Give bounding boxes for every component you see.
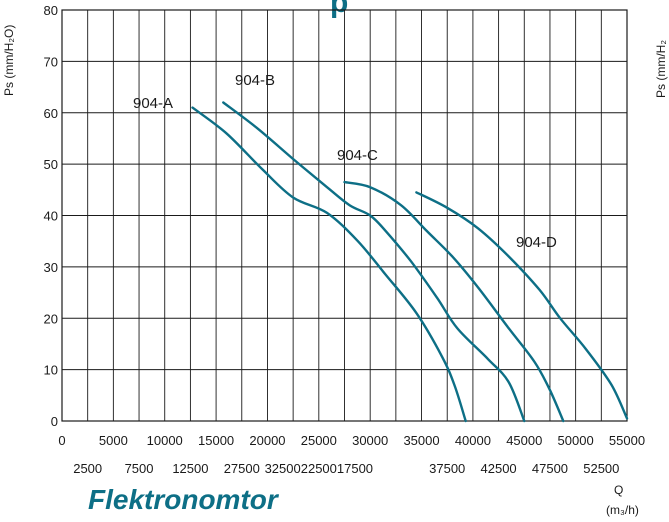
x-tick-label-major: 5000 — [99, 433, 128, 448]
series-label-904-a: 904-A — [133, 95, 173, 112]
y-axis-label-right: Ps (mm/H₂ — [654, 40, 668, 98]
x-tick-label-major: 25000 — [301, 433, 337, 448]
footer-fragment: Flektronomtor — [88, 484, 278, 515]
plot-frame — [61, 9, 628, 422]
y-tick-labels: 0 10 20 30 40 50 60 70 80 — [44, 3, 58, 429]
curves — [191, 101, 629, 423]
curve-904-b — [222, 101, 526, 423]
curve-904-c — [343, 180, 565, 423]
x-tick-label-major: 0 — [58, 433, 65, 448]
y-tick-label: 50 — [44, 157, 58, 172]
x-tick-label-major: 35000 — [403, 433, 439, 448]
x-tick-label-minor: 47500 — [532, 461, 568, 476]
x-tick-label-major: 40000 — [455, 433, 491, 448]
x-tick-label-minor: 325002250017500 — [265, 461, 373, 476]
series-label-904-c: 904-C — [337, 147, 378, 164]
grid — [62, 10, 627, 421]
x-tick-label-major: 50000 — [558, 433, 594, 448]
y-axis-label: Ps (mm/H₂O) — [2, 25, 16, 96]
x-tick-label-major: 45000 — [506, 433, 542, 448]
curve-904-a — [191, 106, 467, 423]
x-tick-label-major: 55000 — [609, 433, 645, 448]
y-tick-label: 20 — [44, 311, 58, 326]
y-tick-label: 10 — [44, 363, 58, 378]
x-tick-label-major: 30000 — [352, 433, 388, 448]
series-label-904-d: 904-D — [516, 234, 557, 251]
y-tick-label: 30 — [44, 260, 58, 275]
series-label-904-b: 904-B — [235, 72, 275, 89]
y-tick-label: 70 — [44, 54, 58, 69]
y-tick-label: 0 — [51, 414, 58, 429]
x-tick-label-minor: 7500 — [125, 461, 154, 476]
x-tick-label-major: 10000 — [147, 433, 183, 448]
x-tick-label-minor: 37500 — [429, 461, 465, 476]
curve-904-d — [415, 191, 629, 420]
y-tick-label: 80 — [44, 3, 58, 18]
series-labels: 904-A 904-B 904-C 904-D — [133, 72, 557, 251]
x-tick-label-minor: 27500 — [224, 461, 260, 476]
x-axis-unit: (m₃/h) — [606, 503, 639, 517]
x-tick-label-minor: 52500 — [583, 461, 619, 476]
x-axis-label: Q — [614, 483, 623, 497]
x-tick-label-major: 20000 — [249, 433, 285, 448]
x-tick-label-major: 15000 — [198, 433, 234, 448]
y-tick-label: 40 — [44, 209, 58, 224]
x-tick-labels: 0 5000 10000 15000 20000 25000 30000 35000 40000… — [58, 433, 645, 476]
x-tick-label-minor: 42500 — [481, 461, 517, 476]
x-tick-label-minor: 2500 — [73, 461, 102, 476]
x-tick-label-minor: 12500 — [172, 461, 208, 476]
y-tick-label: 60 — [44, 106, 58, 121]
